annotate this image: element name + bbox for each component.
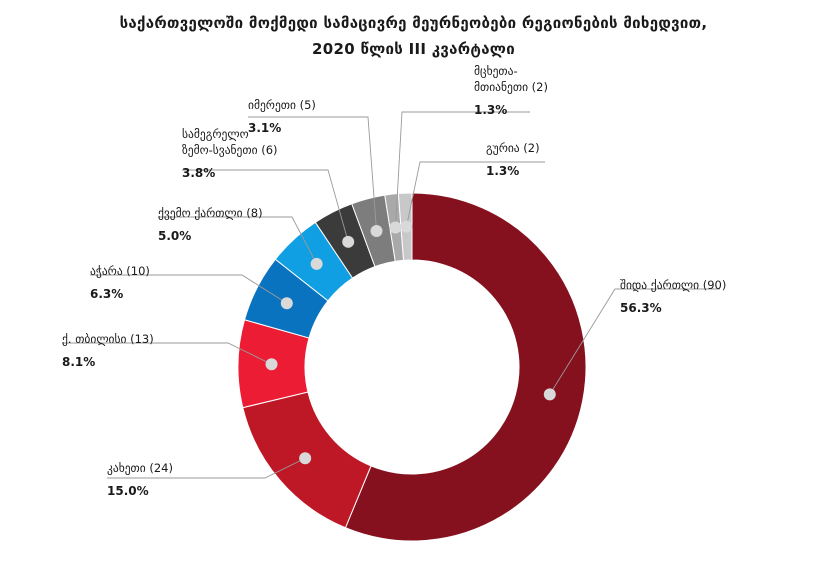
chart-title-line2: 2020 წლის III კვარტალი [312, 40, 515, 58]
slice-percent: 6.3% [90, 287, 123, 301]
slice-percent: 3.1% [248, 121, 281, 135]
slice-label: ზემო-სვანეთი (6) [182, 143, 278, 157]
leader-line [90, 274, 288, 304]
slice-percent: 3.8% [182, 166, 215, 180]
donut-slice [344, 192, 587, 542]
slice-percent: 15.0% [107, 484, 149, 498]
leader-line [182, 169, 349, 242]
slice-marker [299, 452, 312, 465]
slice-label: შიდა ქართლი (90) [620, 278, 726, 292]
slice-percent: 1.3% [474, 103, 507, 117]
leader-line [248, 116, 377, 232]
slice-label: აჭარა (10) [90, 264, 150, 278]
slice-label: მთიანეთი (2) [474, 80, 548, 94]
slice-label: კახეთი (24) [107, 461, 173, 475]
slice-marker [310, 257, 323, 270]
slice-label: სამეგრელო [182, 127, 249, 141]
slice-marker [389, 221, 402, 234]
chart-title: საქართველოში მოქმედი სამაცივრე მეურნეობე… [0, 10, 827, 62]
leader-line [62, 342, 272, 365]
leader-line [107, 457, 306, 479]
slice-label: მცხეთა- [474, 64, 518, 78]
leader-line [406, 161, 545, 227]
slice-marker [280, 297, 293, 310]
slice-marker [400, 220, 413, 233]
slice-marker [543, 388, 556, 401]
chart-title-line1: საქართველოში მოქმედი სამაცივრე მეურნეობე… [119, 14, 708, 32]
slice-percent: 8.1% [62, 355, 95, 369]
slice-label: ქვემო ქართლი (8) [158, 206, 263, 220]
slice-label: იმერეთი (5) [248, 98, 316, 112]
slice-marker [342, 235, 355, 248]
slice-percent: 5.0% [158, 229, 191, 243]
slice-marker [265, 358, 278, 371]
slice-percent: 1.3% [486, 164, 519, 178]
leader-line [549, 288, 720, 395]
leader-line [158, 216, 318, 265]
slice-label: გურია (2) [486, 141, 540, 155]
slice-label: ქ. თბილისი (13) [62, 332, 154, 346]
leader-line [395, 111, 530, 228]
slice-marker [370, 225, 383, 238]
slice-percent: 56.3% [620, 301, 662, 315]
